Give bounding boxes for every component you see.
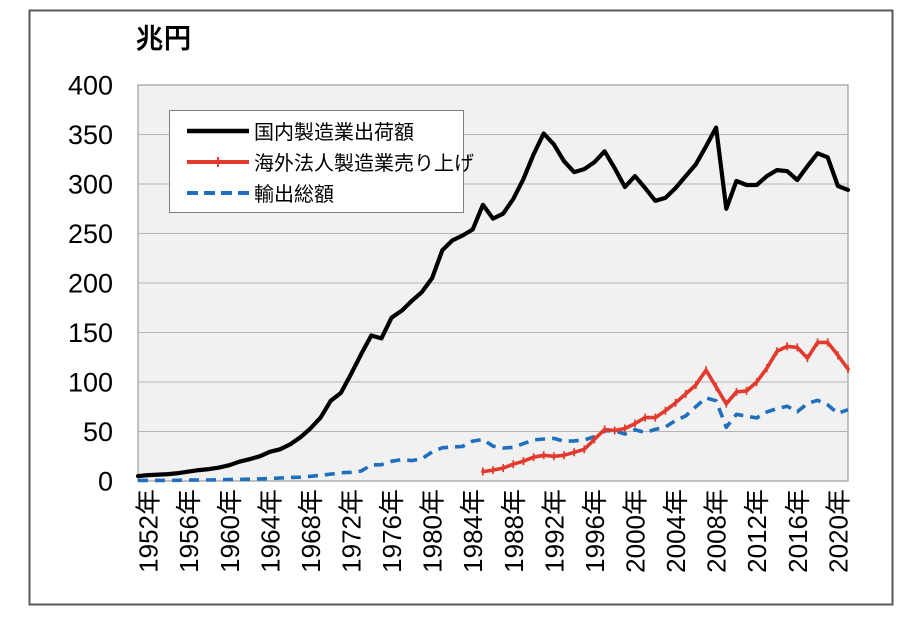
- series-line-total-exports: [137, 396, 849, 483]
- x-axis-tick-label: 2020年: [823, 489, 853, 573]
- x-axis-tick-label: 1952年: [134, 489, 164, 573]
- x-axis-tick-label: 1976年: [377, 489, 407, 573]
- x-axis-tick-label: 2000年: [621, 489, 651, 573]
- legend-item-domestic-shipments: 国内製造業出荷額: [185, 116, 459, 145]
- legend-line-dashed-blue-icon: [187, 190, 249, 195]
- legend-line-red-marker-icon: [187, 156, 249, 167]
- legend-item-total-exports: 輸出総額: [185, 178, 459, 207]
- y-axis-tick-label: 0: [98, 467, 113, 497]
- legend-line-solid-black-icon: [187, 128, 249, 133]
- x-axis-tick-label: 2008年: [702, 489, 732, 573]
- x-axis-tick-label: 2016年: [783, 489, 813, 573]
- legend: 国内製造業出荷額 海外法人製造業売り上げ 輸出総額: [169, 110, 474, 213]
- y-axis-tick-label: 300: [68, 170, 113, 200]
- y-axis-tick-label: 200: [68, 269, 113, 299]
- x-axis-tick-label: 1972年: [337, 489, 367, 573]
- x-axis-tick-label: 2012年: [742, 489, 772, 573]
- legend-item-overseas-sales: 海外法人製造業売り上げ: [185, 147, 474, 176]
- x-axis-tick-label: 1992年: [539, 489, 569, 573]
- y-axis-tick-label: 150: [68, 318, 113, 348]
- y-axis-tick-label: 100: [68, 368, 113, 398]
- x-axis-tick-label: 1968年: [296, 489, 326, 573]
- x-axis-tick-label: 1988年: [499, 489, 529, 573]
- y-axis-tick-label: 400: [68, 71, 113, 101]
- series-line-domestic-shipments: [135, 125, 851, 479]
- legend-label: 国内製造業出荷額: [254, 122, 414, 144]
- y-axis-tick-label: 250: [68, 219, 113, 249]
- x-axis-tick-label: 1996年: [580, 489, 610, 573]
- x-axis-tick-label: 1956年: [174, 489, 204, 573]
- x-axis-tick-label: 1984年: [458, 489, 488, 573]
- y-axis-tick-label: 350: [68, 120, 113, 150]
- x-axis-tick-label: 1980年: [418, 489, 448, 573]
- x-axis-tick-label: 1960年: [215, 489, 245, 573]
- x-axis-tick-label: 1964年: [255, 489, 285, 573]
- series-line-overseas-sales: [481, 340, 850, 474]
- legend-label: 海外法人製造業売り上げ: [254, 153, 474, 175]
- y-axis-tick-label: 50: [83, 417, 113, 447]
- legend-label: 輸出総額: [254, 184, 334, 206]
- axis-unit-label: 兆円: [136, 24, 192, 54]
- x-axis-tick-label: 2004年: [661, 489, 691, 573]
